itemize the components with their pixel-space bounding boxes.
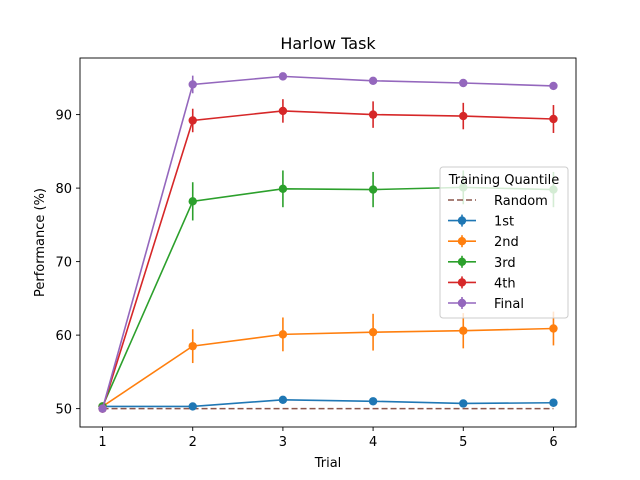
y-axis-label: Performance (%)	[33, 188, 48, 297]
x-tick-label: 5	[459, 435, 467, 450]
data-point-3rd	[368, 185, 378, 194]
plot-area	[98, 72, 558, 413]
y-tick-label: 80	[55, 182, 72, 197]
legend-marker-3rd	[457, 257, 467, 266]
legend-entry-final: Final	[448, 297, 524, 312]
data-point-4th	[368, 110, 378, 119]
series-1st	[98, 395, 558, 411]
series-line-4th	[101, 110, 554, 409]
x-tick-label: 1	[98, 435, 106, 450]
legend-entry-1st: 1st	[448, 214, 514, 230]
data-point-1st	[459, 399, 468, 408]
data-point-2nd	[459, 326, 468, 335]
data-point-1st	[368, 397, 378, 406]
x-axis-label: Trial	[314, 456, 342, 471]
data-point-2nd	[549, 324, 558, 333]
data-point-4th	[549, 114, 558, 124]
y-tick-label: 60	[55, 329, 72, 344]
legend-marker-4th	[457, 278, 467, 287]
data-point-2nd	[278, 330, 288, 339]
legend-label-3rd: 3rd	[494, 256, 516, 271]
y-tick-label: 70	[55, 256, 72, 271]
x-tick-label: 6	[549, 435, 557, 450]
legend-label-random: Random	[494, 194, 548, 209]
data-point-final	[549, 81, 558, 91]
legend-box	[439, 166, 569, 319]
data-point-4th	[188, 116, 197, 125]
plot-frame	[79, 57, 577, 428]
data-point-1st	[549, 398, 558, 407]
series-4th	[98, 99, 558, 413]
legend-entry-3rd: 3rd	[448, 256, 516, 271]
series-2nd	[98, 311, 558, 411]
data-point-1st	[278, 395, 288, 405]
chart-title: Harlow Task	[280, 34, 376, 53]
series-line-final	[101, 75, 554, 409]
series-final	[98, 72, 558, 413]
legend-label-final: Final	[494, 297, 524, 312]
data-point-final	[188, 80, 197, 89]
data-point-final	[459, 78, 468, 88]
legend-entry-2nd: 2nd	[448, 235, 519, 250]
data-point-4th	[459, 111, 468, 121]
series-line-2nd	[102, 327, 554, 408]
y-tick-label: 90	[55, 109, 72, 124]
legend-marker-2nd	[457, 237, 467, 246]
legend-title: Training Quantile	[448, 173, 559, 188]
legend-label-4th: 4th	[494, 276, 516, 291]
legend-label-2nd: 2nd	[494, 235, 519, 250]
data-point-2nd	[188, 341, 197, 351]
data-point-3rd	[278, 184, 288, 194]
data-point-1st	[188, 402, 197, 411]
x-tick-label: 4	[369, 435, 377, 450]
legend-entry-4th: 4th	[448, 276, 516, 291]
data-point-3rd	[188, 197, 197, 206]
data-point-final	[278, 72, 288, 81]
x-tick-label: 2	[189, 435, 197, 450]
data-point-final	[368, 76, 378, 85]
y-tick-label: 50	[55, 403, 72, 418]
legend-marker-1st	[457, 216, 467, 225]
data-point-4th	[278, 106, 288, 116]
legend-marker-final	[457, 298, 467, 308]
legend-label-1st: 1st	[494, 215, 514, 230]
axis-ticks: 1 2 3 4 5 6 50 60 70 80 90	[55, 109, 557, 450]
series-line-1st	[102, 399, 554, 408]
data-point-final	[98, 404, 107, 413]
data-point-2nd	[368, 327, 378, 337]
legend: Training Quantile Random 1st 2nd 3rd 4th Final	[439, 166, 569, 319]
x-tick-label: 3	[279, 435, 287, 450]
